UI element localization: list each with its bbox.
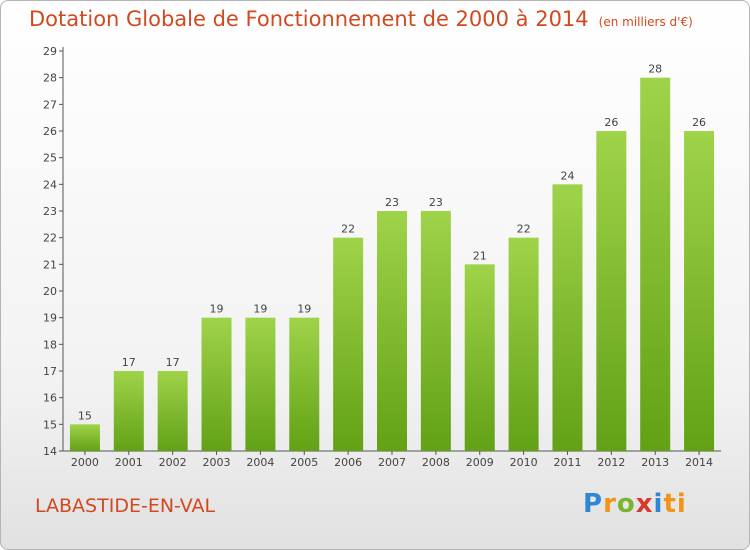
x-tick-label: 2009	[466, 456, 494, 469]
y-tick-label: 16	[43, 392, 57, 405]
y-tick-label: 15	[43, 418, 57, 431]
bar	[201, 317, 232, 451]
bar-value-label: 17	[122, 356, 136, 369]
x-tick-label: 2008	[422, 456, 450, 469]
y-tick-label: 23	[43, 205, 57, 218]
y-tick-label: 21	[43, 258, 57, 271]
bar-value-label: 22	[517, 223, 531, 236]
logo-letter: x	[635, 489, 654, 519]
bar-value-label: 28	[648, 63, 662, 76]
y-tick-label: 24	[43, 178, 57, 191]
bar-value-label: 19	[210, 303, 224, 316]
bar-value-label: 17	[166, 356, 180, 369]
x-tick-label: 2004	[246, 456, 274, 469]
bar-value-label: 23	[385, 196, 399, 209]
logo-letter: r	[603, 489, 617, 519]
bar	[113, 371, 144, 451]
commune-name: LABASTIDE-EN-VAL	[35, 495, 216, 517]
x-tick-label: 2010	[510, 456, 538, 469]
bar	[289, 317, 320, 451]
bar-value-label: 19	[253, 303, 267, 316]
bar-value-label: 19	[297, 303, 311, 316]
x-tick-label: 2012	[597, 456, 625, 469]
bar	[377, 211, 407, 451]
bar-value-label: 24	[560, 169, 574, 182]
chart-title-text: Dotation Globale de Fonctionnement de 20…	[29, 7, 589, 31]
bar	[596, 131, 627, 451]
bar-value-label: 15	[78, 409, 92, 422]
bar-value-label: 26	[604, 116, 618, 129]
y-tick-label: 19	[43, 312, 57, 325]
bar	[552, 184, 583, 452]
bar	[333, 237, 364, 451]
bar	[508, 237, 539, 451]
chart-title: Dotation Globale de Fonctionnement de 20…	[29, 7, 693, 31]
x-tick-label: 2007	[378, 456, 406, 469]
chart-unit-label: (en milliers d'€)	[598, 15, 693, 29]
x-tick-label: 2011	[553, 456, 581, 469]
y-tick-label: 22	[43, 232, 57, 245]
bar	[245, 317, 276, 451]
y-tick-label: 27	[43, 98, 57, 111]
bar-value-label: 22	[341, 223, 355, 236]
y-tick-label: 26	[43, 125, 57, 138]
bar	[684, 131, 715, 451]
x-tick-label: 2002	[159, 456, 187, 469]
bar	[69, 424, 100, 451]
x-tick-label: 2014	[685, 456, 713, 469]
logo-letter: P	[583, 489, 604, 519]
y-tick-label: 29	[43, 45, 57, 58]
x-tick-label: 2003	[203, 456, 231, 469]
logo-letter: ti	[663, 489, 687, 519]
y-tick-label: 28	[43, 72, 57, 85]
bar	[157, 371, 188, 451]
x-tick-label: 2013	[641, 456, 669, 469]
bar-value-label: 26	[692, 116, 706, 129]
logo-letter: i	[653, 489, 664, 519]
x-tick-label: 2006	[334, 456, 362, 469]
y-tick-label: 20	[43, 285, 57, 298]
logo-letter: o	[616, 489, 636, 519]
bar	[420, 211, 451, 451]
x-tick-label: 2005	[290, 456, 318, 469]
bar	[464, 264, 495, 451]
bar	[640, 77, 671, 452]
bar-value-label: 23	[429, 196, 443, 209]
y-tick-label: 25	[43, 152, 57, 165]
y-tick-label: 18	[43, 338, 57, 351]
x-tick-label: 2000	[71, 456, 99, 469]
proxiti-logo[interactable]: Proxiti	[583, 489, 687, 519]
y-tick-label: 17	[43, 365, 57, 378]
bar-value-label: 21	[473, 249, 487, 262]
y-tick-label: 14	[43, 445, 57, 458]
x-tick-label: 2001	[115, 456, 143, 469]
